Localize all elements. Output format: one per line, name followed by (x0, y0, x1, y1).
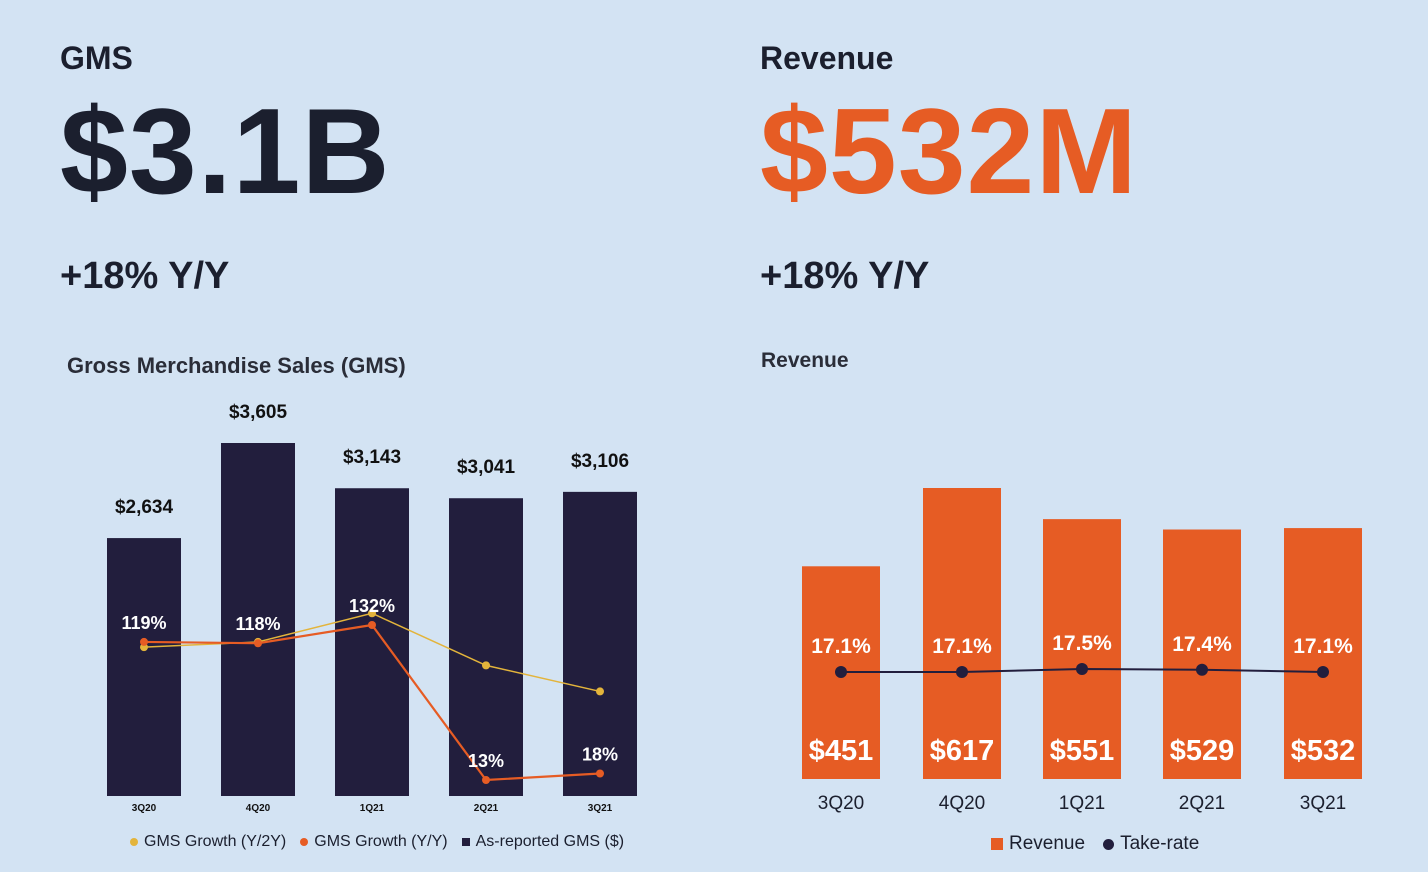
gms-growth-yy-label: 132% (349, 596, 395, 616)
revenue-bar (1163, 529, 1241, 779)
legend-item-revenue: Revenue (991, 833, 1085, 855)
take-rate-point (1317, 666, 1329, 678)
gms-bar (221, 443, 295, 796)
revenue-bar-value-label: $617 (930, 735, 995, 767)
revenue-kpi-label: Revenue (760, 40, 894, 76)
revenue-chart: $451 3Q20 $617 4Q20 $551 1Q21 $529 2Q21 $532 3Q21… (802, 488, 1362, 814)
revenue-legend: Revenue Take-rate (991, 833, 1199, 855)
gms-growth-yy-point (596, 769, 604, 778)
gms-growth-yy-point (368, 621, 376, 629)
gms-category-label: 4Q20 (246, 803, 271, 814)
revenue-kpi-value: $532M (760, 83, 1139, 219)
gms-bar (563, 491, 637, 796)
gms-kpi-value: $3.1B (60, 83, 391, 219)
take-rate-point (1076, 663, 1088, 675)
gms-growth-yy-point (482, 776, 490, 784)
gms-bar (335, 488, 409, 796)
gms-chart-title: Gross Merchandise Sales (GMS) (67, 353, 406, 378)
legend-item-as-reported-gms: As-reported GMS ($) (461, 833, 625, 851)
take-rate-point (835, 666, 847, 678)
legend-label: Take-rate (1120, 833, 1200, 854)
gms-growth-yy-point (140, 637, 148, 646)
revenue-kpi-delta: +18% Y/Y (760, 255, 930, 297)
legend-item-gms-growth-y2y: GMS Growth (Y/2Y) (130, 833, 286, 851)
gms-growth-yy-point (254, 639, 262, 648)
revenue-bar (923, 488, 1001, 779)
revenue-bar-value-label: $551 (1050, 735, 1115, 767)
gms-panel: GMS $3.1B +18% Y/Y Gross Merchandise Sal… (60, 40, 637, 851)
revenue-category-label: 3Q21 (1300, 793, 1346, 814)
gms-bar-value-label: $3,143 (343, 447, 401, 468)
revenue-panel: Revenue $532M +18% Y/Y Revenue $451 3Q20 $… (714, 0, 1428, 872)
navy-square-icon (461, 838, 470, 846)
gms-bar-value-label: $3,041 (457, 457, 516, 478)
take-rate-point (956, 666, 968, 678)
gms-category-label: 3Q20 (132, 803, 157, 814)
legend-label: Revenue (1009, 833, 1086, 854)
revenue-bar-value-label: $451 (809, 735, 874, 767)
revenue-chart-title: Revenue (761, 349, 849, 372)
gms-bar-value-label: $2,634 (115, 497, 174, 518)
gms-growth-yy-label: 18% (582, 744, 618, 764)
legend-label: GMS Growth (Y/2Y) (144, 833, 287, 850)
gms-category-label: 3Q21 (588, 803, 613, 814)
legend-label: As-reported GMS ($) (475, 833, 625, 850)
gms-category-label: 2Q21 (474, 803, 499, 814)
orange-square-icon (991, 838, 1003, 850)
revenue-category-label: 2Q21 (1179, 793, 1225, 814)
yellow-dot-icon (130, 838, 138, 846)
gms-bar-value-label: $3,106 (571, 451, 629, 472)
gms-bar (107, 538, 181, 796)
navy-dot-icon (1103, 838, 1115, 850)
gms-kpi-delta: +18% Y/Y (60, 255, 230, 297)
gms-growth-yy-label: 118% (235, 614, 280, 634)
take-rate-label: 17.4% (1172, 633, 1232, 656)
gms-growth-yy-label: 119% (121, 613, 166, 633)
gms-bar-value-label: $3,605 (229, 402, 288, 423)
gms-kpi-label: GMS (60, 40, 133, 76)
revenue-bar-value-label: $532 (1291, 735, 1356, 767)
take-rate-label: 17.1% (811, 635, 871, 658)
gms-legend: GMS Growth (Y/2Y) GMS Growth (Y/Y) As-re… (130, 833, 624, 851)
gms-growth-yy-label: 13% (468, 751, 504, 771)
revenue-category-label: 4Q20 (939, 793, 985, 814)
legend-label: GMS Growth (Y/Y) (314, 833, 448, 850)
orange-dot-icon (300, 838, 309, 846)
revenue-bar-value-label: $529 (1170, 735, 1235, 767)
gms-growth-y2y-point (482, 661, 490, 670)
take-rate-label: 17.1% (1293, 635, 1353, 658)
gms-growth-y2y-point (368, 609, 376, 618)
revenue-category-label: 3Q20 (818, 793, 864, 814)
gms-growth-y2y-point (596, 687, 604, 696)
revenue-bar (1043, 519, 1121, 779)
take-rate-label: 17.1% (932, 635, 992, 658)
take-rate-point (1196, 663, 1208, 676)
legend-item-take-rate: Take-rate (1103, 833, 1199, 855)
gms-category-label: 1Q21 (360, 803, 385, 814)
gms-chart: $2,634 3Q20 $3,605 4Q20 $3,143 1Q21 $3,041 2Q21… (107, 402, 637, 814)
revenue-category-label: 1Q21 (1059, 793, 1105, 814)
take-rate-label: 17.5% (1052, 632, 1112, 655)
legend-item-gms-growth-yy: GMS Growth (Y/Y) (300, 833, 448, 851)
revenue-bar (1284, 528, 1362, 779)
